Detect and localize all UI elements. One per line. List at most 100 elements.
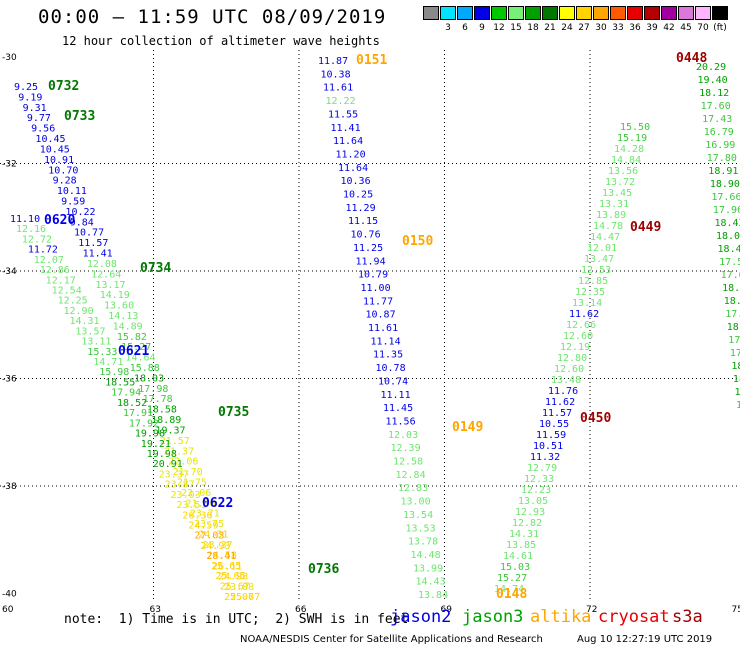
wave-height-value: 18.05 [716,231,740,242]
wave-height-value: 18.12 [699,88,729,99]
legend-item: altika [530,607,592,627]
wave-height-value: 14.19 [100,290,130,301]
wave-height-value: 18.2 [724,296,740,307]
wave-height-value: 12.90 [64,306,94,317]
wave-height-value: 11.62 [545,397,575,408]
scale-swatch [576,6,592,20]
wave-height-value: 12.54 [52,286,82,297]
wave-height-value: 12.84 [396,470,426,481]
wave-height-value: 11.45 [383,403,413,414]
wave-height-value: 12.60 [554,364,584,375]
scale-swatch [712,6,728,20]
wave-height-value: 11.76 [548,386,578,397]
wave-height-value: 19.40 [698,75,728,86]
wave-height-value: 14.74 [494,584,524,595]
wave-height-value: 12.39 [391,443,421,454]
scale-label: 15 [510,23,522,33]
wave-height-value: 14.43 [416,577,446,588]
wave-height-value: 14.84 [611,155,641,166]
wave-height-value: 24.59 [188,520,218,531]
wave-height-value: 21.57 [160,436,190,447]
wave-height-value: 11.25 [353,243,383,254]
wave-height-value: 22.06 [181,488,211,499]
wave-height-value: 17.43 [702,114,732,125]
wave-height-value: 15.88 [130,363,160,374]
wave-height-value: 12.86 [40,265,70,276]
wave-height-value: 12.07 [34,255,64,266]
scale-swatch [678,6,694,20]
wave-height-value: 10.76 [351,230,381,241]
wave-height-value: 19.21 [141,439,171,450]
wave-height-value: 10.70 [48,165,78,176]
wave-height-value: 25.77 [230,592,260,603]
scale-swatch [610,6,626,20]
wave-height-value: 12.60 [563,331,593,342]
orbit-time-label: 0735 [218,405,249,420]
lat-tick-label: -38 [2,482,17,492]
track-time-labels: 0732 0733 0620 0734 0621 0735 0622 0736 0151 0150… [44,51,707,602]
wave-height-value: 12.19 [560,342,590,353]
wave-height-value: 10.87 [366,310,396,321]
orbit-time-label: 0620 [44,213,75,228]
wave-height-value: 17.98 [138,384,168,395]
wave-height-value: 23.03 [171,490,201,501]
wave-height-value: 11.14 [371,336,401,347]
wave-height-value: 9.31 [23,103,47,114]
wave-height-value: 12.93 [515,507,545,518]
wave-height-value: 14.13 [108,311,138,322]
wave-height-value: 15.98 [99,367,129,378]
wave-height-value: 12.01 [587,243,617,254]
wave-height-value: 28.41 [206,551,236,562]
scale-swatch [559,6,575,20]
wave-height-value: 10.91 [44,155,74,166]
wave-height-value: 18.1 [722,283,740,294]
wave-height-value: 12.79 [527,463,557,474]
orbit-time-label: 0450 [580,411,611,426]
wave-height-value: 17.94 [111,388,141,399]
wave-height-value: 11.55 [328,109,358,120]
wave-height-value: 18.58 [147,405,177,416]
lat-tick-label: -30 [2,53,17,63]
wave-height-value: 15.27 [497,573,527,584]
wave-height-value: 13.84 [418,590,448,601]
scale-swatch [661,6,677,20]
wave-height-value: 11.94 [356,256,386,267]
wave-height-value: 23.71 [190,509,220,520]
wave-height-value: 13.31 [599,199,629,210]
scale-swatch [440,6,456,20]
lon-tick-label: 75 [732,605,740,615]
scale-swatch [542,6,558,20]
generated-timestamp: Aug 10 12:27:19 UTC 2019 [577,634,713,645]
wave-height-value: 13.17 [95,280,125,291]
wave-height-value: 13.56 [608,166,638,177]
wave-height-value: 25.65 [215,571,245,582]
orbit-time-label: 0622 [202,496,233,511]
wave-height-value: 20.29 [696,62,726,73]
wave-height-value: 12.23 [521,485,551,496]
lon-tick-label: 63 [150,605,161,615]
wave-height-value: 11.20 [336,149,366,160]
orbit-time-label: 0448 [676,51,707,66]
scale-label: 12 [493,23,505,33]
wave-height-value: 13.60 [104,301,134,312]
wave-height-value: 17.6 [721,270,740,281]
wave-height-value: 13.11 [81,337,111,348]
wave-height-value: 11.15 [348,216,378,227]
wave-height-value: 12.35 [575,287,605,298]
wave-height-value: 16.99 [705,140,735,151]
wave-height-value: 11.00 [361,283,391,294]
lat-tick-label: -36 [2,375,17,385]
wave-height-value: 18 [731,361,740,372]
wave-height-value: 17.6 [725,309,740,320]
scale-label: 24 [561,23,573,33]
wave-height-value: 14.28 [614,144,644,155]
wave-height-value: 11.64 [333,136,363,147]
wave-height-value: 12.82 [512,518,542,529]
wave-height-value: 23.37 [159,469,189,480]
wave-height-value: 17.80 [707,153,737,164]
scale-label: 36 [629,23,641,33]
wave-height-value: 15.27 [121,342,151,353]
wave-height-value: 24.93 [200,541,230,552]
wave-height-value: 14.61 [503,551,533,562]
wave-height-value: 10.74 [378,376,408,387]
